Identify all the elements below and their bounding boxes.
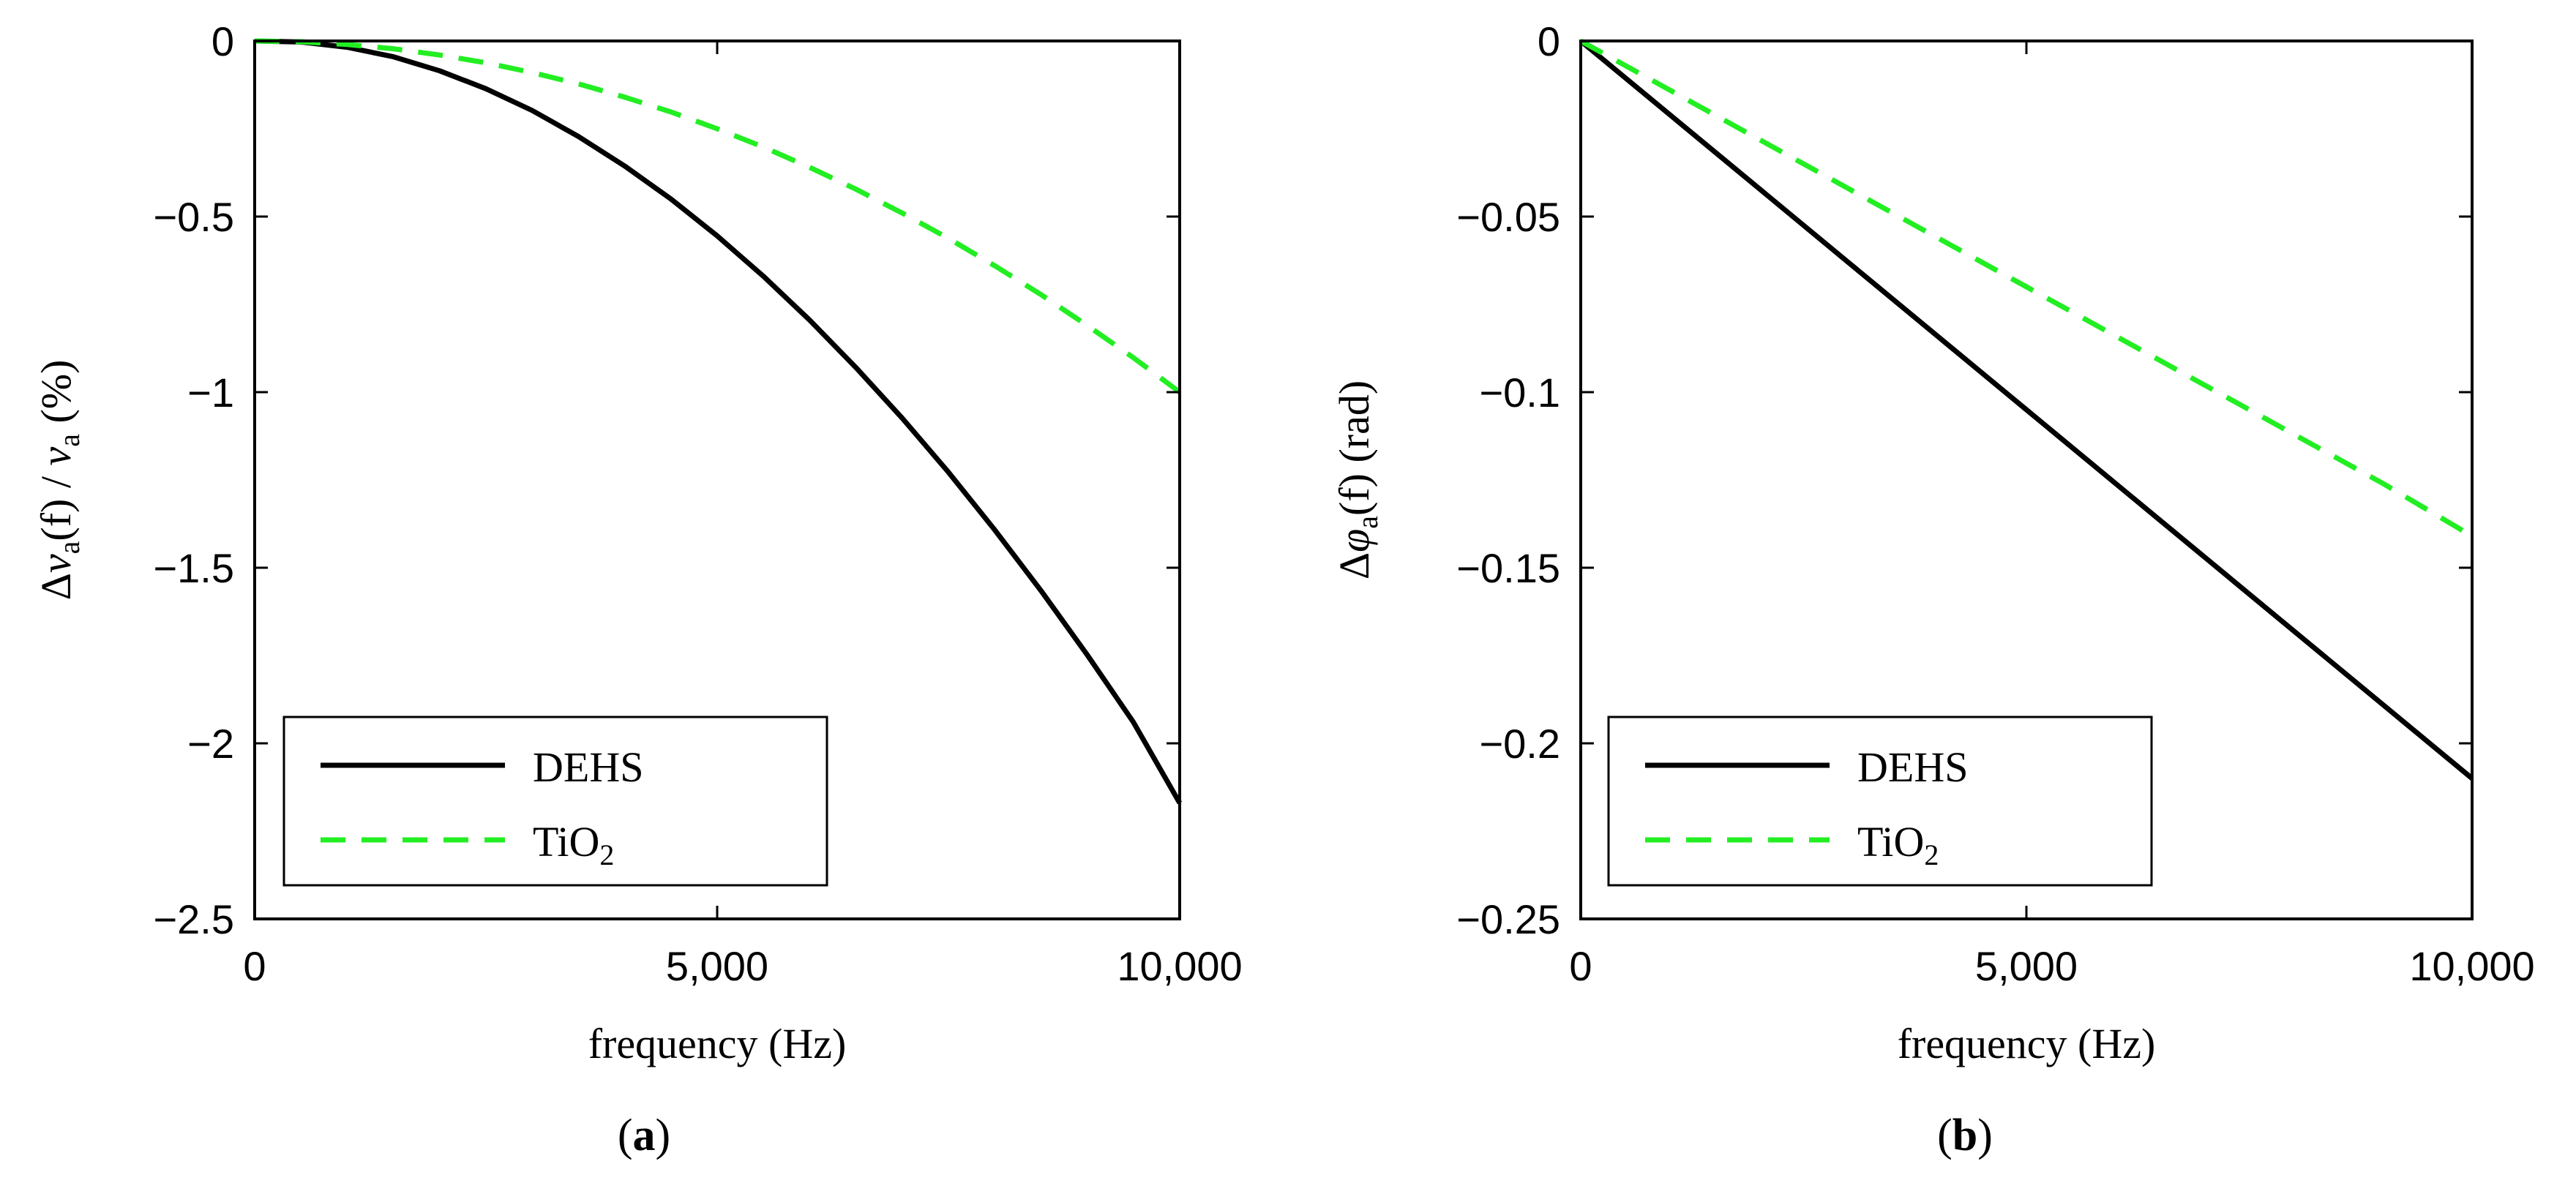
chart-b-legend-label-dehs-main: DEHS [1857,743,1968,791]
chart-a: 0−0.5−1−1.5−2−2.50 5,000 10,000 frequency … [32,18,1243,1160]
chart-b-ylabel-var: φ [1330,529,1378,552]
chart-a-series-layer [254,38,1183,805]
chart-b-ytick-label-1: −0.05 [1456,194,1560,240]
chart-b-ytick-label-0: 0 [1538,18,1560,64]
chart-a-ylabel-unit: (%) [32,360,80,434]
chart-b-panel-close: ) [1977,1111,1993,1160]
chart-b-legend-box [1607,716,2153,887]
chart-a-ytick-label-2: −1 [187,369,234,416]
chart-b-series-layer [1579,38,2474,781]
chart-a-ytick-label-5: −2.5 [153,896,234,942]
chart-a-xtick-label-0: 0 [243,943,266,989]
chart-b: 0−0.05−0.1−0.15−0.2−0.250 5,000 10,000 fre… [1330,18,2535,1160]
chart-a-legend: DEHS TiO2 [282,716,828,887]
chart-a-ylabel-var: v [32,554,80,573]
chart-a-ticks: 0−0.5−1−1.5−2−2.50 5,000 10,000 [153,18,1242,989]
chart-b-ytick-label-2: −0.1 [1479,369,1560,416]
chart-a-panel-open: ( [618,1111,633,1160]
chart-b-ytick-label-3: −0.15 [1456,545,1560,591]
chart-b-series-tio2-line [1579,38,2474,538]
chart-b-legend: DEHS TiO2 [1607,716,2153,887]
chart-a-ylabel-delta: Δ [32,573,80,600]
chart-a-panel-close: ) [656,1111,671,1160]
chart-b-legend-label-tio2-sub: 2 [1924,838,1939,871]
chart-b-ylabel-unit: (rad) [1330,380,1378,473]
chart-a-series-tio2-line [254,38,1182,394]
chart-b-panel-open: ( [1937,1111,1952,1160]
chart-a-y-axis-label: Δva(f) / va (%) [32,360,86,601]
chart-a-ytick-label-3: −1.5 [153,545,234,591]
chart-b-legend-label-dehs: DEHS [1857,743,1968,791]
chart-b-xtick-label-2: 10,000 [2409,943,2534,989]
chart-b-ytick-label-4: −0.2 [1479,721,1560,767]
chart-b-ylabel-delta: Δ [1330,552,1378,579]
chart-a-panel-letter: a [633,1111,656,1160]
chart-b-xtick-label-1: 5,000 [1975,943,2078,989]
chart-a-ylabel-sub: a [53,541,86,554]
chart-a-x-axis-label: frequency (Hz) [588,1020,847,1067]
chart-a-ylabel-var2: v [32,447,80,466]
chart-a-xtick-label-1: 5,000 [666,943,768,989]
chart-a-series-dehs-line [254,38,1183,805]
chart-b-x-axis-label: frequency (Hz) [1898,1020,2156,1067]
chart-b-y-axis-label: Δφa(f) (rad) [1330,380,1384,579]
chart-b-ylabel-arg: (f) [1330,473,1378,516]
chart-b-xtick-label-0: 0 [1569,943,1592,989]
chart-b-ylabel-sub: a [1351,516,1384,529]
chart-a-ytick-label-4: −2 [187,721,234,767]
chart-a-legend-label-tio2-sub: 2 [599,838,614,871]
chart-a-xtick-label-2: 10,000 [1117,943,1242,989]
chart-b-panel-label: (b) [1937,1111,1993,1160]
chart-a-ytick-label-1: −0.5 [153,194,234,240]
chart-a-legend-label-tio2: TiO2 [533,818,614,871]
chart-a-legend-box [282,716,828,887]
chart-a-panel-label: (a) [618,1111,670,1160]
chart-b-series-dehs-line [1579,39,2474,781]
chart-b-legend-label-tio2: TiO2 [1857,818,1939,871]
chart-b-legend-label-tio2-main: TiO [1857,818,1924,866]
chart-b-ticks: 0−0.05−0.1−0.15−0.2−0.250 5,000 10,000 [1456,18,2534,989]
chart-a-legend-label-dehs: DEHS [533,743,643,791]
chart-a-ytick-label-0: 0 [211,18,234,64]
chart-a-legend-label-dehs-main: DEHS [533,743,643,791]
chart-a-legend-label-tio2-main: TiO [533,818,599,866]
chart-a-ylabel-sub2: a [53,434,86,447]
chart-b-panel-letter: b [1952,1111,1977,1160]
chart-b-ytick-label-5: −0.25 [1456,896,1560,942]
chart-a-ylabel-arg: (f) / [32,466,80,541]
